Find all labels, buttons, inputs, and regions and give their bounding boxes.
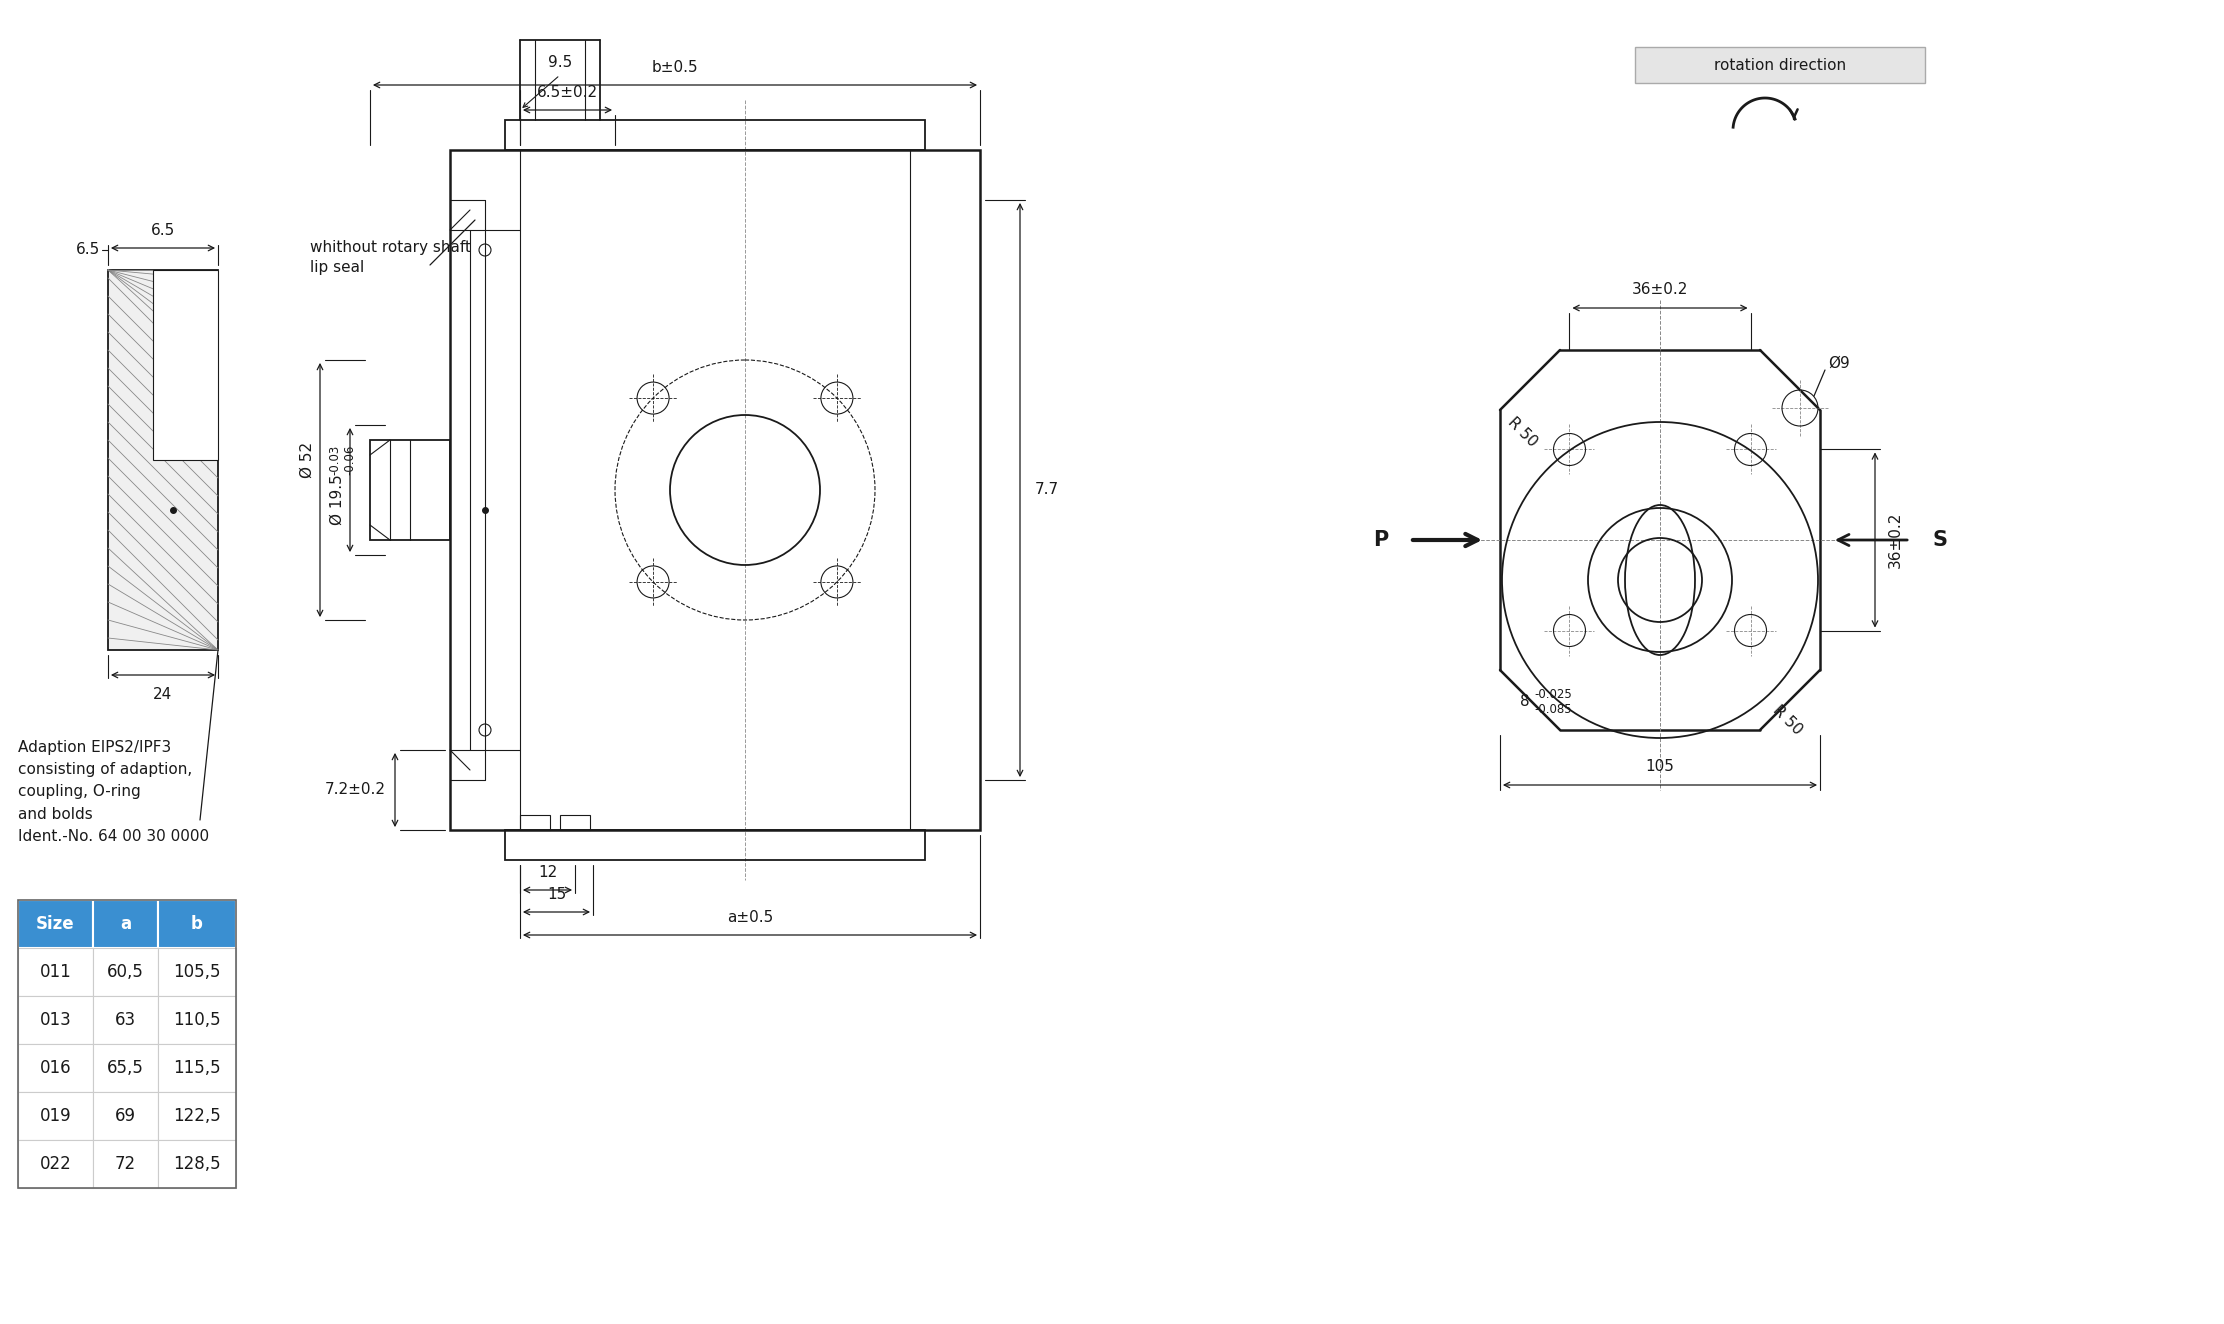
Text: 105: 105	[1646, 759, 1675, 775]
Bar	[158, 1140, 236, 1188]
Text: 69: 69	[116, 1107, 136, 1125]
Bar	[18, 1140, 93, 1188]
Bar	[18, 1092, 93, 1140]
Text: 36±0.2: 36±0.2	[1888, 512, 1904, 568]
Bar	[560, 816, 589, 830]
Bar	[369, 440, 449, 540]
Text: 60,5: 60,5	[107, 963, 145, 981]
Text: 6.5: 6.5	[76, 242, 100, 257]
Text: 6.5: 6.5	[151, 222, 176, 238]
Text: 9.5: 9.5	[547, 56, 572, 70]
Text: 72: 72	[116, 1155, 136, 1173]
Text: 24: 24	[153, 687, 173, 702]
Text: 65,5: 65,5	[107, 1059, 145, 1076]
Text: 105,5: 105,5	[173, 963, 220, 981]
Bar	[18, 948, 93, 996]
Text: 7.2±0.2: 7.2±0.2	[325, 782, 385, 797]
Text: 013: 013	[40, 1012, 71, 1029]
Text: b: b	[191, 915, 202, 933]
Text: 128,5: 128,5	[173, 1155, 220, 1173]
Text: 122,5: 122,5	[173, 1107, 220, 1125]
Bar	[158, 1092, 236, 1140]
Bar	[93, 1092, 158, 1140]
Bar	[18, 900, 236, 1188]
Bar	[93, 1140, 158, 1188]
Text: 011: 011	[40, 963, 71, 981]
Text: 6.5±0.2: 6.5±0.2	[536, 85, 598, 101]
Bar	[93, 900, 158, 948]
Bar	[158, 996, 236, 1045]
Bar	[1635, 46, 1926, 83]
Text: P: P	[1372, 530, 1388, 549]
Text: R 50: R 50	[1770, 703, 1806, 737]
Text: a±0.5: a±0.5	[727, 910, 774, 925]
Bar	[158, 1045, 236, 1092]
Text: 12: 12	[538, 865, 558, 880]
Text: S: S	[1933, 530, 1946, 549]
Text: a: a	[120, 915, 131, 933]
Bar	[93, 1045, 158, 1092]
Bar	[18, 1045, 93, 1092]
Text: 022: 022	[40, 1155, 71, 1173]
Text: whithout rotary shaft
lip seal: whithout rotary shaft lip seal	[309, 240, 471, 275]
Bar	[158, 900, 236, 948]
Bar	[109, 270, 218, 650]
Text: R 50: R 50	[1506, 414, 1541, 450]
Text: 019: 019	[40, 1107, 71, 1125]
Text: -0.025
-0.085: -0.025 -0.085	[1535, 688, 1572, 716]
Text: 016: 016	[40, 1059, 71, 1076]
Bar	[93, 996, 158, 1045]
Text: Ø9: Ø9	[1828, 356, 1850, 371]
Text: b±0.5: b±0.5	[652, 60, 698, 75]
Bar	[153, 270, 218, 459]
Text: 8: 8	[1521, 695, 1530, 710]
Text: Size: Size	[36, 915, 76, 933]
Bar	[18, 900, 93, 948]
Bar	[18, 996, 93, 1045]
Text: Adaption EIPS2/IPF3
consisting of adaption,
coupling, O-ring
and bolds
Ident.-No: Adaption EIPS2/IPF3 consisting of adapti…	[18, 740, 209, 843]
Bar	[449, 150, 981, 830]
Text: 15: 15	[547, 887, 567, 902]
Bar	[158, 948, 236, 996]
Bar	[505, 120, 925, 150]
Bar	[520, 816, 549, 830]
Bar	[93, 948, 158, 996]
Text: 110,5: 110,5	[173, 1012, 220, 1029]
Text: Ø 19.5: Ø 19.5	[329, 474, 345, 526]
Text: 36±0.2: 36±0.2	[1632, 282, 1688, 297]
Bar	[505, 830, 925, 861]
Text: 63: 63	[116, 1012, 136, 1029]
Text: Ø 52: Ø 52	[300, 442, 316, 478]
Text: -0.03
-0.06: -0.03 -0.06	[327, 445, 356, 475]
Text: 115,5: 115,5	[173, 1059, 220, 1076]
Text: 7.7: 7.7	[1034, 482, 1059, 498]
Text: rotation direction: rotation direction	[1715, 57, 1846, 73]
